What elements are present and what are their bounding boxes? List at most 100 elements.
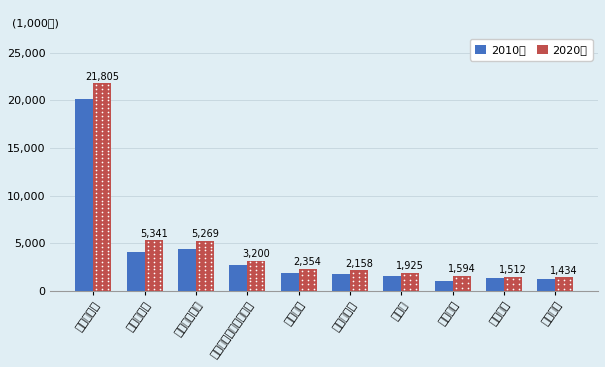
Point: [91, 124, 101, 130]
Point: [360, 286, 370, 292]
Point: [103, 228, 113, 234]
Bar: [537, 279, 555, 291]
Point: [457, 286, 466, 291]
Point: [302, 277, 312, 283]
Point: [354, 282, 364, 288]
Point: [149, 263, 159, 269]
Point: [103, 94, 113, 99]
Point: [200, 282, 210, 288]
Point: [91, 205, 101, 211]
Point: [463, 275, 473, 281]
Point: [97, 113, 107, 119]
Point: [554, 286, 563, 292]
Point: [155, 282, 165, 288]
Point: [200, 267, 210, 273]
Point: [97, 136, 107, 142]
Point: [155, 263, 165, 269]
Point: [103, 140, 113, 146]
Point: [257, 275, 267, 281]
Point: [296, 281, 306, 287]
Point: [309, 277, 318, 283]
Point: [411, 286, 421, 292]
Point: [97, 282, 107, 288]
Point: [554, 277, 563, 283]
Point: [200, 279, 210, 284]
Point: [91, 178, 101, 184]
Bar: [145, 240, 163, 291]
Point: [200, 263, 210, 269]
Point: [143, 275, 152, 280]
Point: [91, 248, 101, 254]
Point: [91, 213, 101, 219]
Point: [246, 275, 255, 281]
Bar: [486, 278, 504, 291]
Point: [91, 228, 101, 234]
Point: [514, 286, 524, 291]
Point: [103, 82, 113, 88]
Text: 1,594: 1,594: [448, 264, 476, 275]
Point: [354, 286, 364, 292]
Point: [252, 267, 261, 273]
Point: [97, 171, 107, 177]
Text: 21,805: 21,805: [85, 72, 119, 82]
Point: [97, 94, 107, 99]
Point: [565, 281, 575, 287]
Point: [97, 155, 107, 161]
Point: [91, 155, 101, 161]
Point: [97, 225, 107, 230]
Point: [91, 132, 101, 138]
Point: [103, 209, 113, 215]
Point: [97, 205, 107, 211]
Point: [405, 272, 415, 278]
Point: [91, 152, 101, 157]
Point: [97, 267, 107, 273]
Point: [143, 247, 152, 253]
Point: [103, 255, 113, 261]
Point: [194, 279, 204, 284]
Bar: [229, 265, 247, 291]
Point: [514, 276, 524, 282]
Point: [565, 286, 575, 292]
Point: [257, 286, 267, 292]
Point: [348, 286, 358, 292]
Point: [149, 286, 159, 292]
Point: [103, 232, 113, 238]
Point: [194, 282, 204, 288]
Point: [91, 286, 101, 292]
Point: [91, 105, 101, 111]
Point: [309, 286, 318, 292]
Point: [451, 286, 460, 291]
Point: [206, 244, 216, 250]
Point: [502, 286, 512, 291]
Point: [309, 268, 318, 274]
Point: [103, 259, 113, 265]
Bar: [93, 83, 111, 291]
Point: [149, 255, 159, 261]
Point: [194, 263, 204, 269]
Point: [451, 275, 460, 281]
Point: [103, 152, 113, 157]
Point: [200, 286, 210, 292]
Point: [309, 272, 318, 278]
Point: [103, 159, 113, 165]
Text: 2,158: 2,158: [345, 259, 373, 269]
Point: [200, 244, 210, 250]
Point: [103, 190, 113, 196]
Bar: [383, 276, 401, 291]
Point: [91, 101, 101, 107]
Point: [194, 240, 204, 246]
Point: [97, 101, 107, 107]
Point: [252, 271, 261, 277]
Point: [296, 277, 306, 283]
Point: [451, 280, 460, 286]
Point: [91, 279, 101, 284]
Point: [296, 286, 306, 292]
Point: [194, 286, 204, 292]
Point: [149, 278, 159, 284]
Point: [97, 251, 107, 257]
Point: [91, 182, 101, 188]
Bar: [401, 273, 419, 291]
Text: 2,354: 2,354: [293, 257, 321, 267]
Point: [103, 136, 113, 142]
Point: [97, 259, 107, 265]
